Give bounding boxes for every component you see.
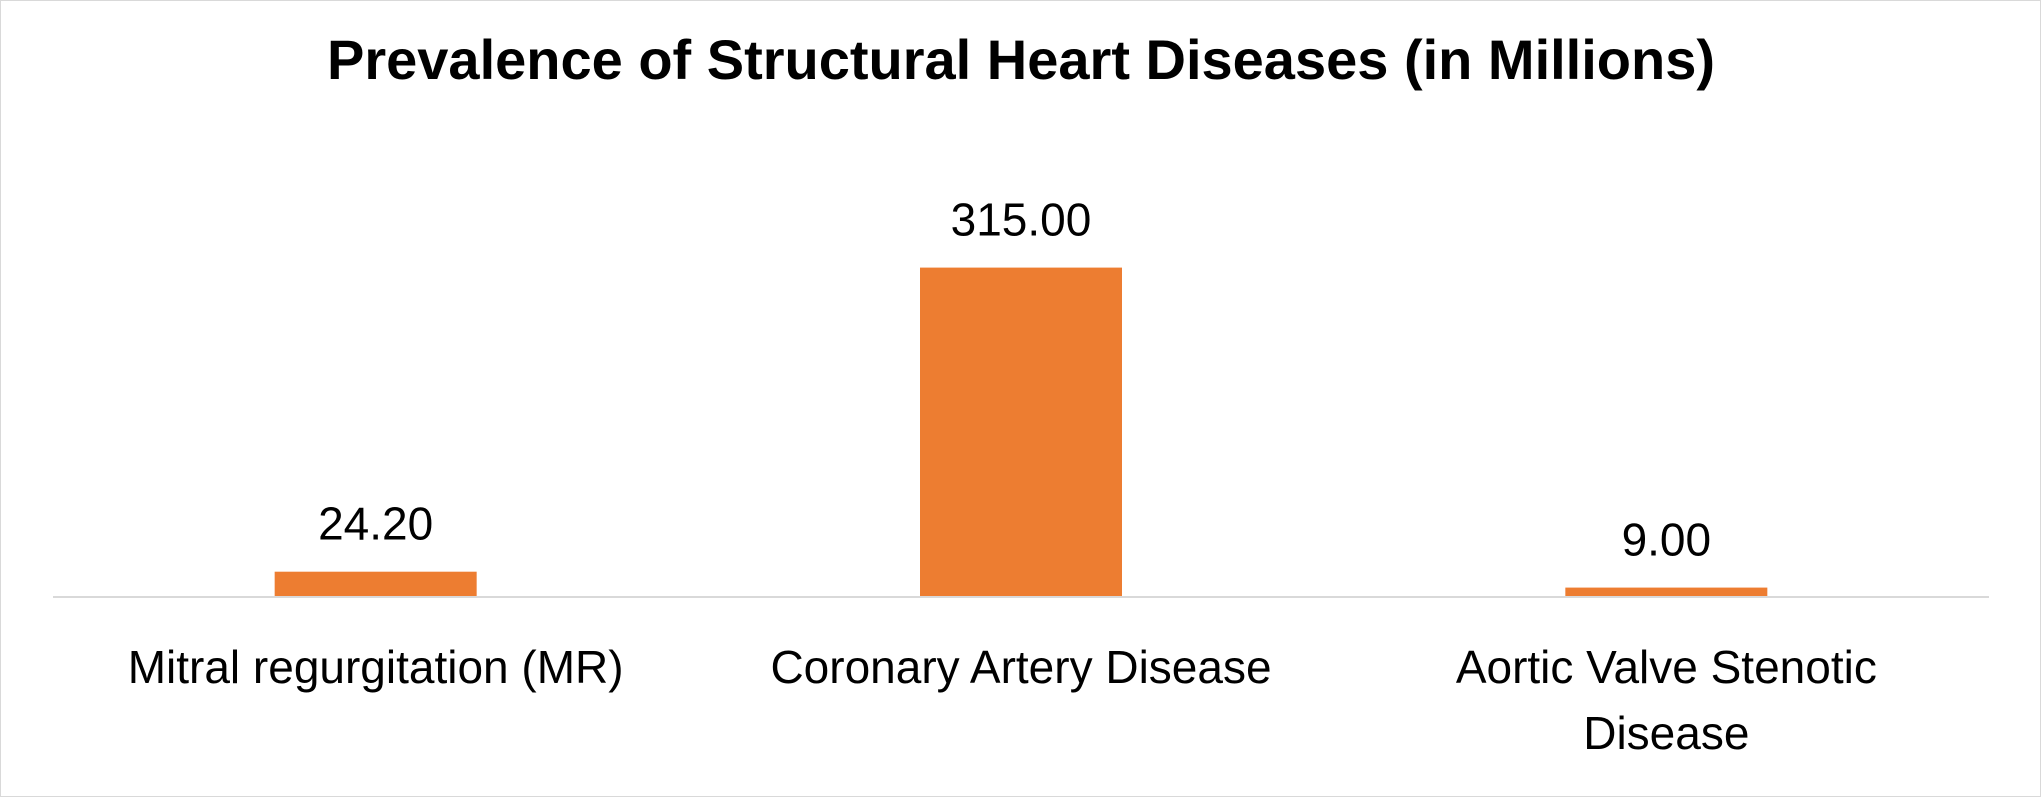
bars-layer xyxy=(274,267,1768,597)
category-label-0-line-0: Mitral regurgitation (MR) xyxy=(128,641,624,693)
data-label-1: 315.00 xyxy=(951,194,1092,246)
bar-2 xyxy=(1565,587,1768,597)
category-label-2-line-0: Aortic Valve Stenotic xyxy=(1456,641,1877,693)
data-labels-layer: 24.20 315.00 9.00 xyxy=(318,194,1711,566)
category-labels-layer: Mitral regurgitation (MR) Coronary Artery… xyxy=(128,641,1877,759)
category-label-2-line-1: Disease xyxy=(1583,707,1749,759)
bar-1 xyxy=(920,267,1122,597)
data-label-0: 24.20 xyxy=(318,498,433,550)
chart-title: Prevalence of Structural Heart Diseases … xyxy=(327,28,1715,91)
bar-0 xyxy=(274,571,477,597)
data-label-2: 9.00 xyxy=(1622,514,1712,566)
category-label-1-line-0: Coronary Artery Disease xyxy=(770,641,1271,693)
